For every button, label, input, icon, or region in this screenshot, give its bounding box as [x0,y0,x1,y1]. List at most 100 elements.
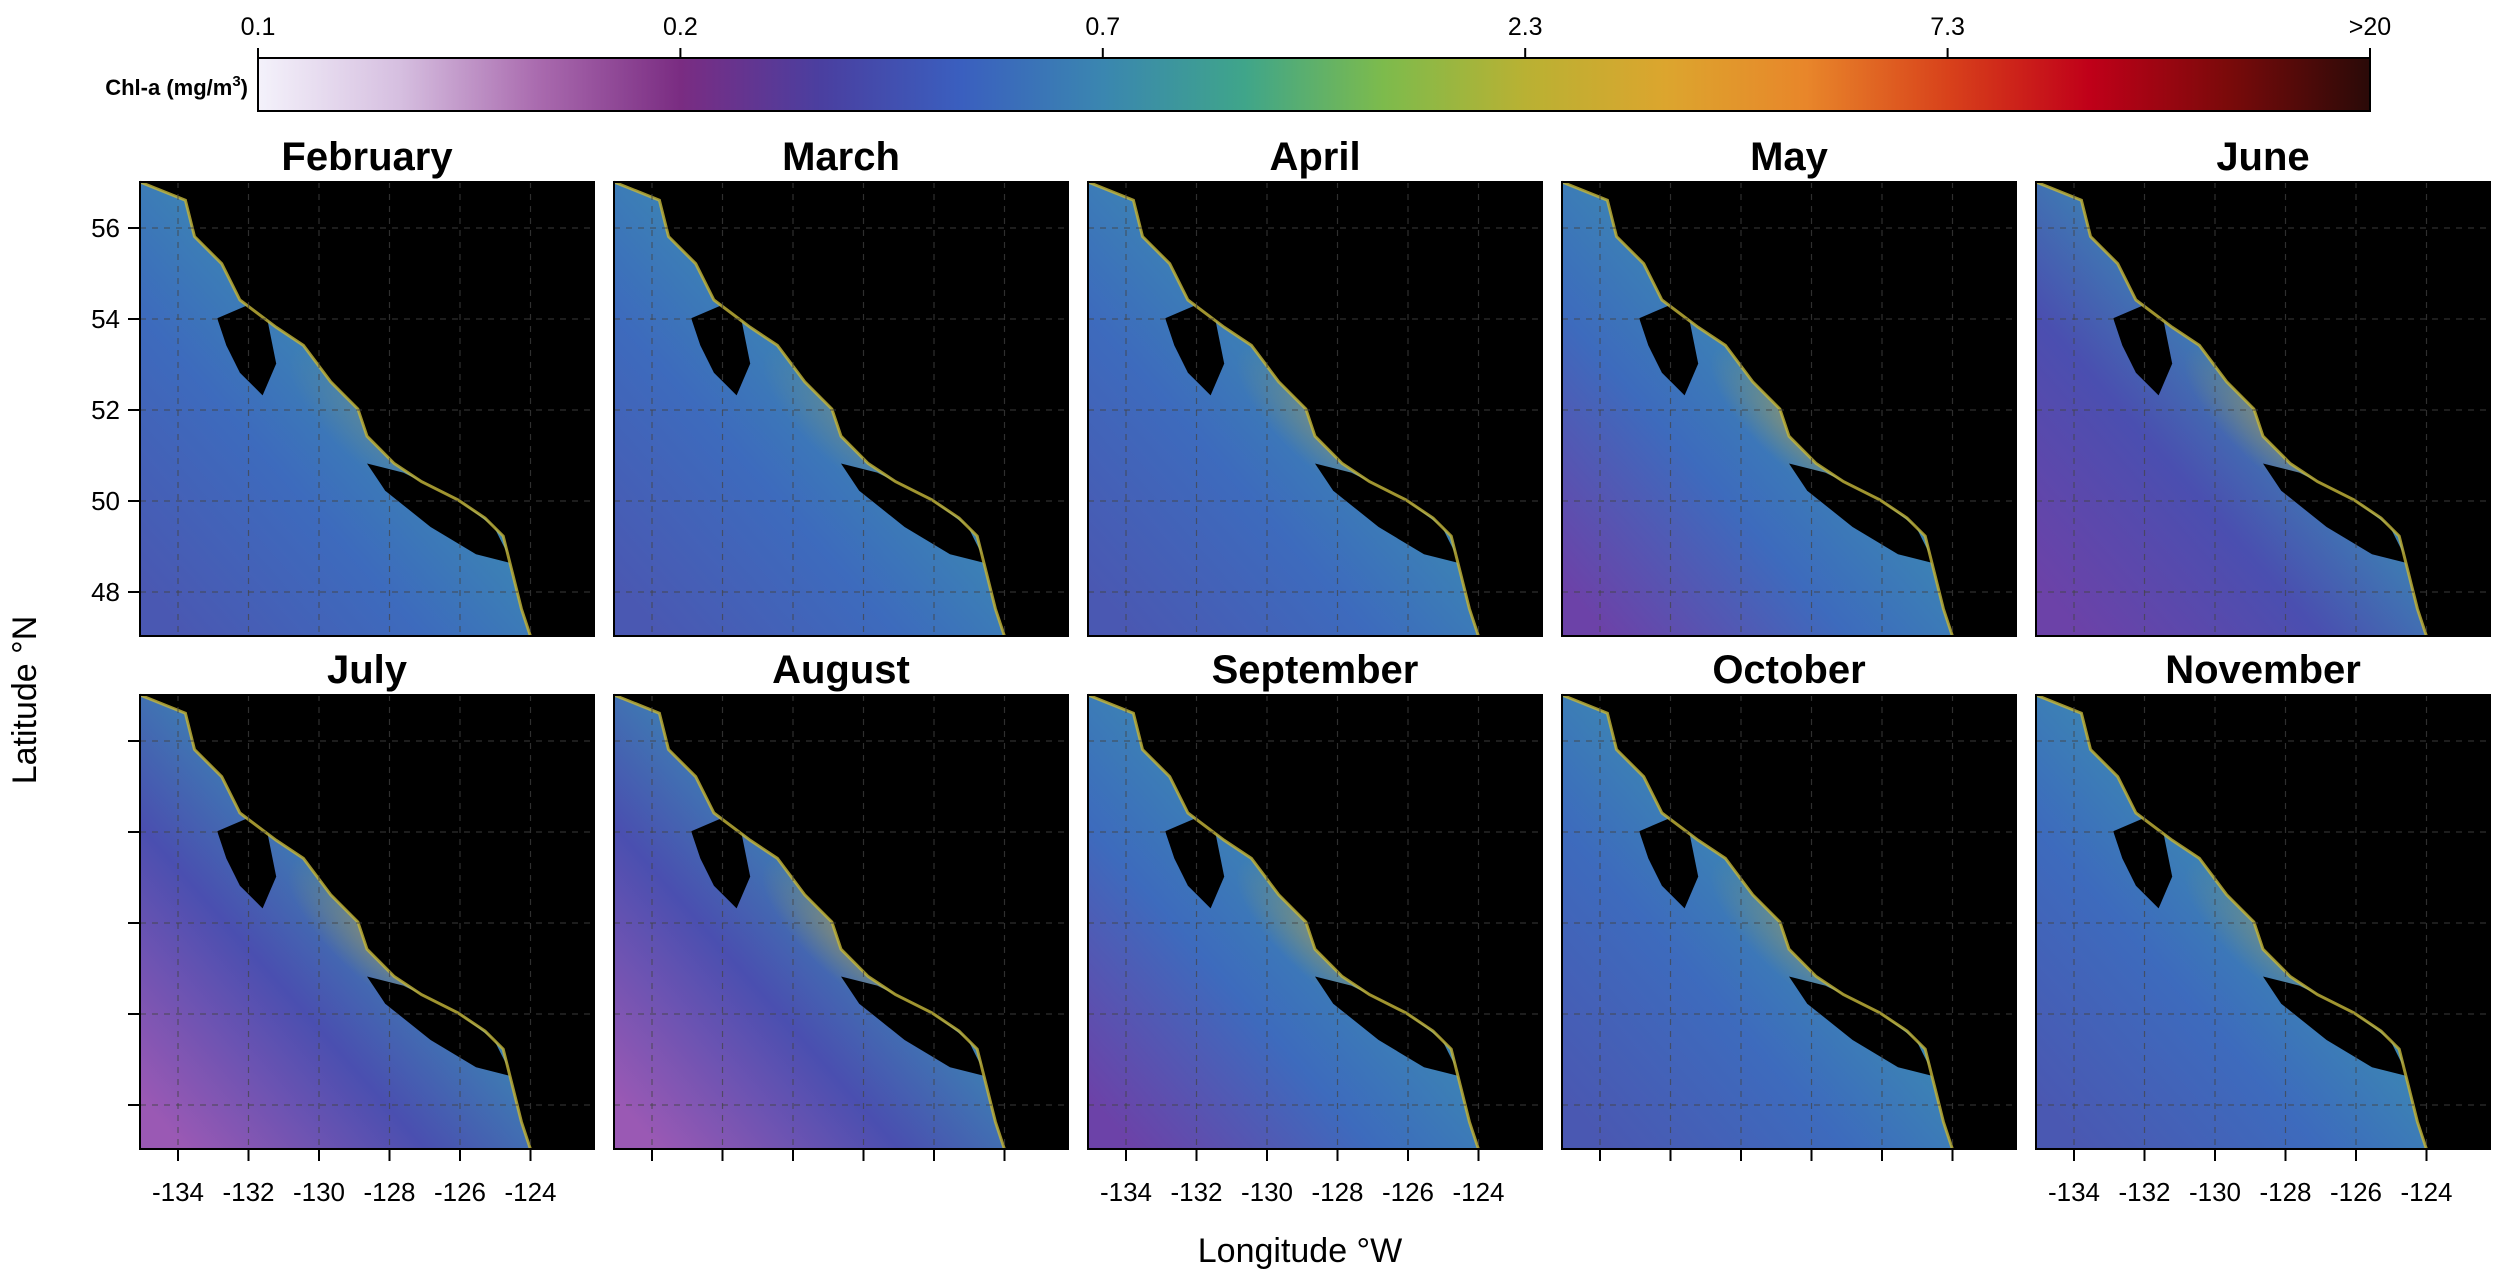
coastline [613,693,1006,1150]
x-tick-label: -124 [2400,1177,2452,1207]
island [1789,976,1935,1077]
island [1165,304,1225,396]
coastline [139,693,532,1150]
x-tick-label: -132 [222,1177,274,1207]
island [367,463,513,564]
colorbar-tick-label: 0.2 [663,13,698,41]
map-panel-october: October [1561,648,2017,1161]
map-panel-september: September -134 -132 -130 -128 -126 -124 [1087,648,1543,1207]
colorbar-tick-label: 0.7 [1085,13,1120,41]
coastline [2035,180,2428,637]
x-tick-label: -126 [1382,1177,1434,1207]
land-mass [2036,695,2490,1149]
x-axis-title: Longitude °W [1198,1232,1403,1270]
x-tick-label: -126 [434,1177,486,1207]
land-mass [1088,182,1542,636]
map-panel-april: April [1087,135,1543,637]
panel-frame [2035,181,2491,637]
panel-title: September [1212,648,1419,692]
colorbar: Chl-a (mg/m3) 0.1 0.2 0.7 2.3 7.3 >20 [105,13,2391,112]
y-tick-label: 52 [91,395,120,425]
land-mass [1088,695,1542,1149]
panel-title: July [327,648,408,692]
x-tick-label: -134 [1100,1177,1152,1207]
panel-title: October [1712,648,1865,692]
island [2263,976,2409,1077]
panel-title: April [1269,135,1360,179]
x-tick-label: -132 [1170,1177,1222,1207]
colorbar-tick-label: 0.1 [241,13,276,41]
panel-frame [1087,694,1543,1150]
y-tick-label: 56 [91,213,120,243]
island [1639,304,1699,396]
island [1789,463,1935,564]
coastline [1561,180,1954,637]
panel-frame [2035,694,2491,1150]
x-tick-label: -134 [152,1177,204,1207]
x-tick-label: -124 [1452,1177,1504,1207]
panel-title: November [2165,648,2361,692]
panel-title: February [281,135,453,179]
map-panel-march: March [613,135,1069,637]
coastline [613,180,1006,637]
x-tick-label: -130 [2189,1177,2241,1207]
panel-frame [613,694,1069,1150]
map-panel-august: August [613,648,1069,1161]
map-panel-june: June [2035,135,2491,637]
coastline [139,180,532,637]
panel-title: June [2216,135,2309,179]
coastline [1087,180,1480,637]
island [691,817,751,909]
panel-frame [1561,694,2017,1150]
coastline [2035,693,2428,1150]
island [217,304,277,396]
panel-frame [1561,181,2017,637]
island [217,817,277,909]
island [367,976,513,1077]
island [2113,304,2173,396]
colorbar-label: Chl-a (mg/m3) [105,73,248,100]
x-tick-label: -134 [2048,1177,2100,1207]
x-tick-label: -130 [293,1177,345,1207]
x-tick-label: -128 [363,1177,415,1207]
x-tick-label: -128 [2259,1177,2311,1207]
map-panel-november: November -134 -132 -130 -128 -126 -124 [2035,648,2491,1207]
map-panel-july: July -134 -132 -130 -128 -126 -124 [128,648,595,1207]
island [2263,463,2409,564]
coastline [1087,693,1480,1150]
panel-title: March [782,135,900,179]
colorbar-gradient [257,57,2371,112]
x-tick-label: -132 [2118,1177,2170,1207]
land-mass [1562,695,2016,1149]
island [841,976,987,1077]
panel-title: August [772,648,910,692]
island [1639,817,1699,909]
panel-frame [613,181,1069,637]
map-panel-may: May [1561,135,2017,637]
island [2113,817,2173,909]
y-tick-label: 54 [91,304,120,334]
colorbar-tick-label: 2.3 [1508,13,1543,41]
map-panel-february: February 56 54 52 50 48 [91,135,595,637]
island [1165,817,1225,909]
land-mass [614,695,1068,1149]
land-mass [2036,182,2490,636]
land-mass [140,695,594,1149]
island [1315,976,1461,1077]
x-tick-label: -128 [1311,1177,1363,1207]
island [691,304,751,396]
island [841,463,987,564]
x-tick-label: -126 [2330,1177,2382,1207]
coastline [1561,693,1954,1150]
map-panels: February 56 54 52 50 48 March April May June July -… [91,135,2491,1207]
land-mass [140,182,594,636]
colorbar-tick-label: >20 [2349,13,2391,41]
x-tick-label: -124 [504,1177,556,1207]
panel-frame [1087,181,1543,637]
colorbar-tick-label: 7.3 [1930,13,1965,41]
panel-title: May [1750,135,1829,179]
y-tick-label: 48 [91,577,120,607]
land-mass [1562,182,2016,636]
island [1315,463,1461,564]
